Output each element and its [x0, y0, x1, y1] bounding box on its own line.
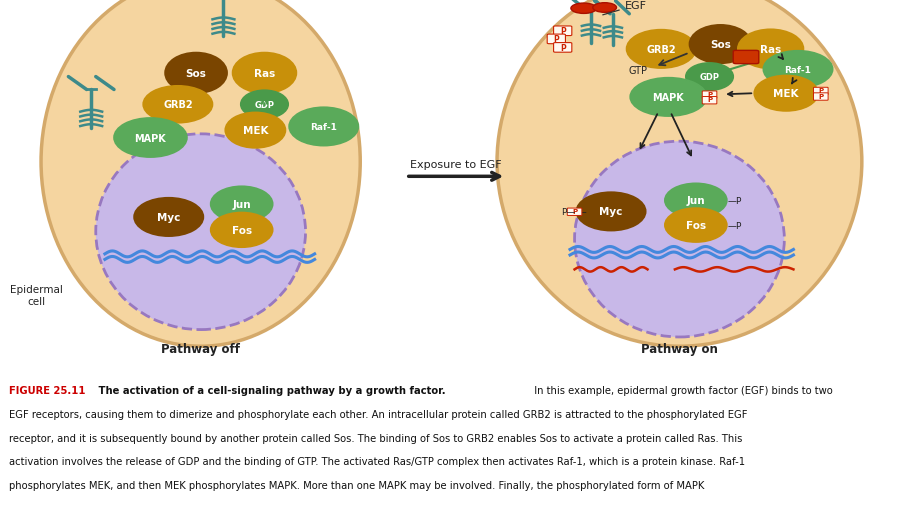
- Ellipse shape: [763, 52, 832, 88]
- Ellipse shape: [210, 187, 272, 222]
- Text: P: P: [559, 43, 565, 53]
- Ellipse shape: [576, 193, 645, 231]
- Circle shape: [592, 4, 616, 13]
- Text: activation involves the release of GDP and the binding of GTP. The activated Ras: activation involves the release of GDP a…: [9, 457, 744, 467]
- Text: P—: P—: [560, 208, 575, 217]
- Circle shape: [570, 4, 596, 14]
- Ellipse shape: [225, 113, 285, 148]
- Text: P: P: [817, 88, 823, 94]
- Text: P: P: [706, 92, 711, 98]
- FancyBboxPatch shape: [732, 51, 758, 65]
- Ellipse shape: [753, 76, 817, 112]
- FancyBboxPatch shape: [813, 93, 827, 101]
- Text: P: P: [817, 93, 823, 99]
- Text: GTP: GTP: [629, 66, 647, 76]
- Text: GRB2: GRB2: [646, 45, 675, 55]
- Text: Raf-1: Raf-1: [783, 66, 811, 75]
- Text: Jun: Jun: [686, 196, 704, 206]
- Text: Pathway off: Pathway off: [161, 342, 240, 355]
- Ellipse shape: [737, 30, 803, 69]
- Text: P: P: [559, 27, 565, 36]
- Text: MEK: MEK: [242, 126, 268, 136]
- Text: —P: —P: [727, 221, 742, 230]
- Text: EGF receptors, causing them to dimerize and phosphorylate each other. An intrace: EGF receptors, causing them to dimerize …: [9, 409, 747, 419]
- Text: phosphorylates MEK, and then MEK phosphorylates MAPK. More than one MAPK may be : phosphorylates MEK, and then MEK phospho…: [9, 480, 703, 490]
- FancyBboxPatch shape: [701, 92, 716, 99]
- FancyBboxPatch shape: [567, 209, 581, 216]
- Text: The activation of a cell-signaling pathway by a growth factor.: The activation of a cell-signaling pathw…: [95, 385, 445, 395]
- Text: MAPK: MAPK: [135, 133, 166, 143]
- Ellipse shape: [241, 91, 288, 119]
- Text: —P: —P: [727, 196, 742, 206]
- Text: GDP: GDP: [254, 100, 274, 110]
- Text: GDP: GDP: [699, 73, 719, 82]
- Text: Ras: Ras: [759, 45, 781, 55]
- Ellipse shape: [232, 54, 296, 94]
- Text: Jun: Jun: [232, 199, 251, 210]
- Ellipse shape: [289, 108, 358, 146]
- FancyBboxPatch shape: [553, 43, 571, 53]
- Text: activates transcription factors, such as Myc, Jun, and Fos. This leads to the tr: activates transcription factors, such as…: [9, 504, 747, 505]
- Ellipse shape: [134, 198, 203, 237]
- FancyBboxPatch shape: [553, 27, 571, 36]
- Text: MEK: MEK: [773, 89, 798, 99]
- Ellipse shape: [165, 54, 227, 94]
- Ellipse shape: [96, 134, 305, 330]
- Text: MAPK: MAPK: [652, 93, 683, 103]
- Text: Sos: Sos: [186, 69, 206, 79]
- Ellipse shape: [685, 64, 732, 91]
- Ellipse shape: [630, 78, 706, 117]
- Ellipse shape: [626, 31, 695, 69]
- Text: GRB2: GRB2: [163, 100, 192, 110]
- Ellipse shape: [114, 119, 187, 158]
- Ellipse shape: [664, 209, 726, 242]
- Ellipse shape: [496, 0, 861, 346]
- Ellipse shape: [689, 26, 751, 64]
- Text: Myc: Myc: [157, 213, 180, 223]
- Text: Ras: Ras: [253, 69, 275, 79]
- Ellipse shape: [574, 142, 783, 337]
- Ellipse shape: [664, 184, 726, 218]
- Text: P: P: [571, 209, 577, 215]
- FancyBboxPatch shape: [813, 88, 827, 95]
- Text: P: P: [706, 97, 711, 103]
- Text: Epidermal
cell: Epidermal cell: [10, 285, 63, 306]
- Text: Fos: Fos: [231, 225, 251, 235]
- Text: EGF: EGF: [602, 1, 646, 16]
- Text: Exposure to EGF: Exposure to EGF: [410, 160, 501, 170]
- FancyBboxPatch shape: [547, 35, 565, 44]
- Ellipse shape: [143, 87, 212, 124]
- Text: receptor, and it is subsequently bound by another protein called Sos. The bindin: receptor, and it is subsequently bound b…: [9, 433, 742, 443]
- Text: FIGURE 25.11: FIGURE 25.11: [9, 385, 86, 395]
- Text: EGF receptor: EGF receptor: [0, 504, 1, 505]
- Text: Pathway on: Pathway on: [640, 342, 717, 355]
- Text: Sos: Sos: [710, 40, 730, 50]
- Text: In this example, epidermal growth factor (EGF) binds to two: In this example, epidermal growth factor…: [527, 385, 832, 395]
- Text: —: —: [577, 207, 586, 217]
- Text: Myc: Myc: [599, 207, 622, 217]
- Text: Fos: Fos: [685, 221, 705, 231]
- Ellipse shape: [210, 213, 272, 248]
- Text: Raf-1: Raf-1: [310, 123, 337, 132]
- FancyBboxPatch shape: [701, 97, 716, 105]
- Text: P: P: [553, 35, 558, 44]
- Ellipse shape: [41, 0, 360, 346]
